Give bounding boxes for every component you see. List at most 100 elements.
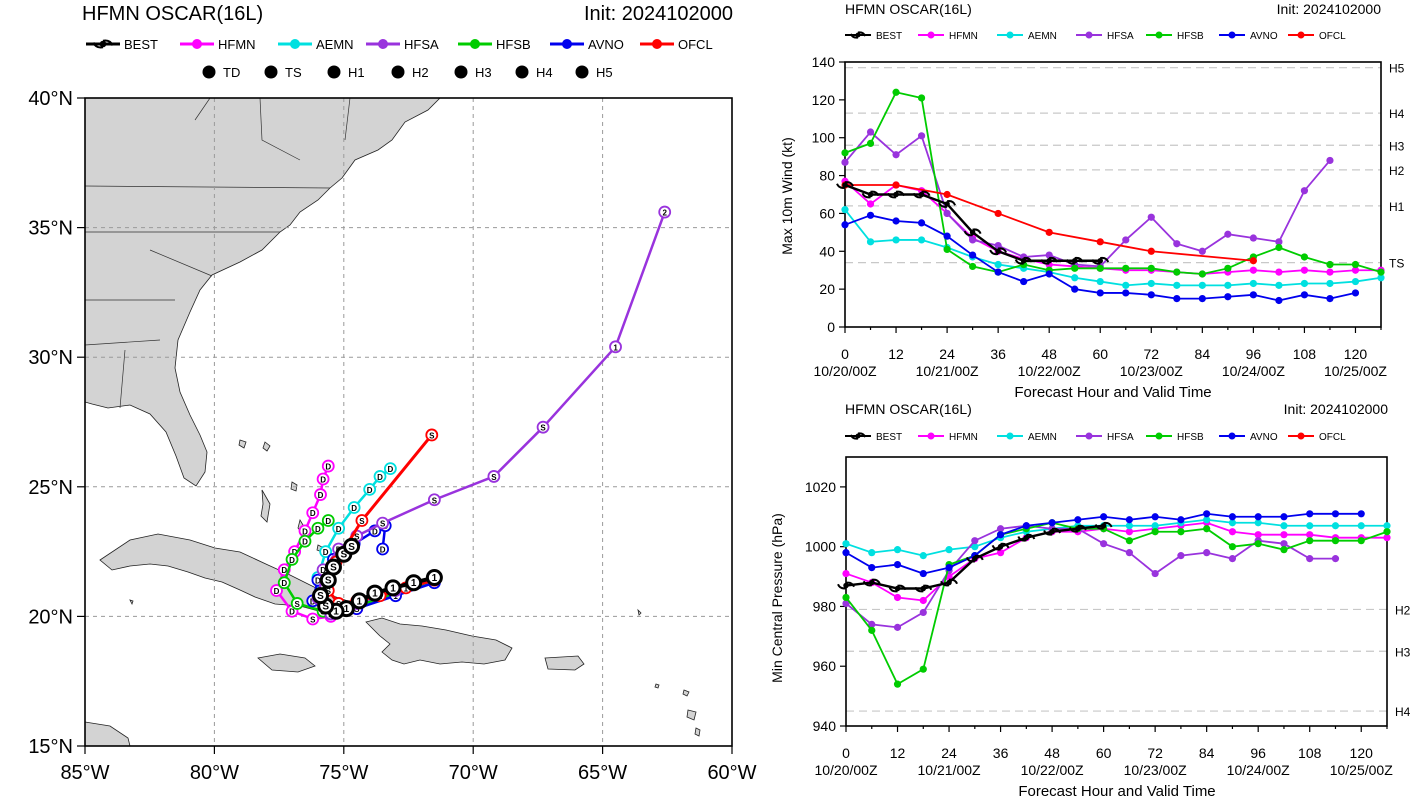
wind-panel: HFMN OSCAR(16L) Init: 2024102000 BEST HFM… [779, 1, 1405, 401]
series-point-aemn [1203, 516, 1211, 524]
y-tick-label: 940 [813, 718, 837, 734]
north-america-land [85, 98, 441, 487]
track-point-hfsa [658, 205, 672, 219]
series-point-hfsb [868, 626, 876, 634]
series-line-ofcl [845, 184, 1254, 262]
series-point-aemn [1254, 519, 1262, 527]
series-point-hfsb [1254, 540, 1262, 548]
hurricane-symbol-icon [1046, 258, 1052, 264]
hurricane-arm-icon [989, 249, 999, 256]
series-point-aemn [868, 549, 876, 557]
pres-xlabel: Forecast Hour and Valid Time [1018, 783, 1215, 800]
series-point-hfsb [893, 680, 902, 688]
hurricane-symbol-icon [946, 579, 952, 586]
track-symbol-hfmn: D [325, 463, 331, 472]
series-line-hfsa [844, 130, 1331, 268]
map-legend: BEST HFMN AEMN HFSA HFSB AVNO OFCL [86, 37, 713, 52]
series-point-hfsa [1275, 238, 1283, 246]
series-point-aemn [1198, 281, 1206, 289]
x-tick-label: 36 [993, 745, 1009, 761]
intensity-symbol-h5: 5 [579, 68, 584, 78]
series-point-hfsa [1326, 156, 1334, 165]
hurricane-arm-icon [1100, 256, 1110, 263]
track-symbol-best: 1 [372, 589, 378, 600]
y-tick-label: 60 [819, 205, 835, 221]
series-point-hfsb [1306, 537, 1314, 545]
series-point-hfsa [868, 620, 876, 628]
hurricane-arm-icon [849, 33, 859, 39]
series-line-best [844, 183, 1101, 262]
series-point-aemn [1280, 522, 1288, 530]
series-point-aemn [1228, 519, 1237, 527]
legend-label-avno: AVNO [588, 37, 624, 52]
series-line-hfsb [844, 91, 1382, 275]
hurricane-arm-icon [870, 190, 880, 197]
series-point-ofcl [892, 181, 900, 189]
series-point-aemn [842, 540, 850, 548]
series-point-hfsa [969, 236, 977, 244]
wind-title: HFMN OSCAR(16L) [845, 1, 972, 17]
track-symbol-hfsb: D [289, 556, 295, 565]
series-point-hfmn [1125, 528, 1133, 536]
series-point-avno [1198, 295, 1206, 303]
map-init: Init: 2024102000 [584, 3, 733, 25]
hurricane-symbol-icon [1097, 258, 1103, 264]
legend-label-aemn: AEMN [1028, 432, 1057, 443]
track-symbol-avno: D [315, 577, 321, 586]
series-point-ofcl [1045, 228, 1053, 236]
x-tick-label: 36 [990, 346, 1006, 362]
intensity-icon-h2 [391, 65, 405, 79]
legend-label-hfsa: HFSA [1107, 432, 1134, 443]
series-point-avno [893, 561, 902, 569]
map-lat-label: 40°N [28, 88, 73, 110]
series-point-hfsa [1177, 552, 1185, 560]
hurricane-arm-icon [1103, 521, 1113, 528]
series-point-hfsa [1300, 187, 1309, 195]
legend-marker-hfsb [1155, 31, 1163, 39]
series-point-avno [943, 232, 951, 240]
date-label: 10/21/00Z [918, 762, 981, 778]
track-symbol-hfmn: D [302, 527, 308, 536]
series-point-hfsb [1326, 260, 1334, 269]
hurricane-arm-icon [844, 181, 854, 187]
series-point-hfsb [1173, 268, 1181, 276]
hurricane-arm-icon [1049, 256, 1059, 263]
x-tick-label: 60 [1096, 745, 1112, 761]
y-tick-label: 1000 [805, 539, 836, 555]
jamaica-land [257, 653, 316, 673]
threshold-label-h3: H3 [1395, 645, 1411, 659]
series-point-avno [1151, 513, 1159, 521]
series-point-hfsa [1331, 555, 1340, 563]
map-panel: HFMN OSCAR(16L) Init: 2024102000 BEST HFM… [28, 3, 756, 784]
series-point-aemn [1383, 522, 1391, 530]
x-tick-label: 0 [841, 346, 849, 362]
series-point-avno [1022, 522, 1030, 530]
series-point-hfmn [1280, 531, 1288, 539]
map-lon-label: 85°W [60, 762, 109, 784]
hurricane-arm-icon [1017, 536, 1027, 542]
track-symbol-hfmn: D [292, 548, 298, 557]
series-point-avno [1300, 291, 1309, 299]
series-point-hfsa [1100, 540, 1108, 548]
track-symbol-hfmn: D [289, 608, 295, 617]
legend-label-hfsb: HFSB [1177, 31, 1204, 42]
hurricane-arm-icon [1014, 259, 1024, 265]
series-point-avno [1357, 510, 1365, 518]
hurricane-arm-icon [965, 556, 975, 563]
hurricane-arm-icon [861, 192, 871, 199]
series-point-hfsa [1122, 236, 1130, 244]
hurricane-arm-icon [887, 192, 897, 199]
track-symbol-ofcl: S [326, 587, 332, 596]
series-point-hfsb [841, 149, 849, 157]
series-point-hfsb [892, 88, 900, 96]
hurricane-arm-icon [1023, 256, 1033, 263]
series-point-hfmn [1228, 528, 1237, 536]
series-point-avno [1275, 296, 1283, 305]
legend-marker-hfsa [1085, 432, 1093, 440]
pres-plot: H2 H3 H4 940 960 980 1000 1020 0 12 24 36 48 60 72 84 96… [805, 456, 1411, 778]
series-line-aemn [845, 518, 1387, 557]
hurricane-symbol-icon [843, 582, 849, 589]
track-symbol-hfsb: D [302, 538, 308, 547]
map-lat-label: 25°N [28, 477, 73, 499]
track-symbol-hfmn: D [274, 587, 280, 596]
